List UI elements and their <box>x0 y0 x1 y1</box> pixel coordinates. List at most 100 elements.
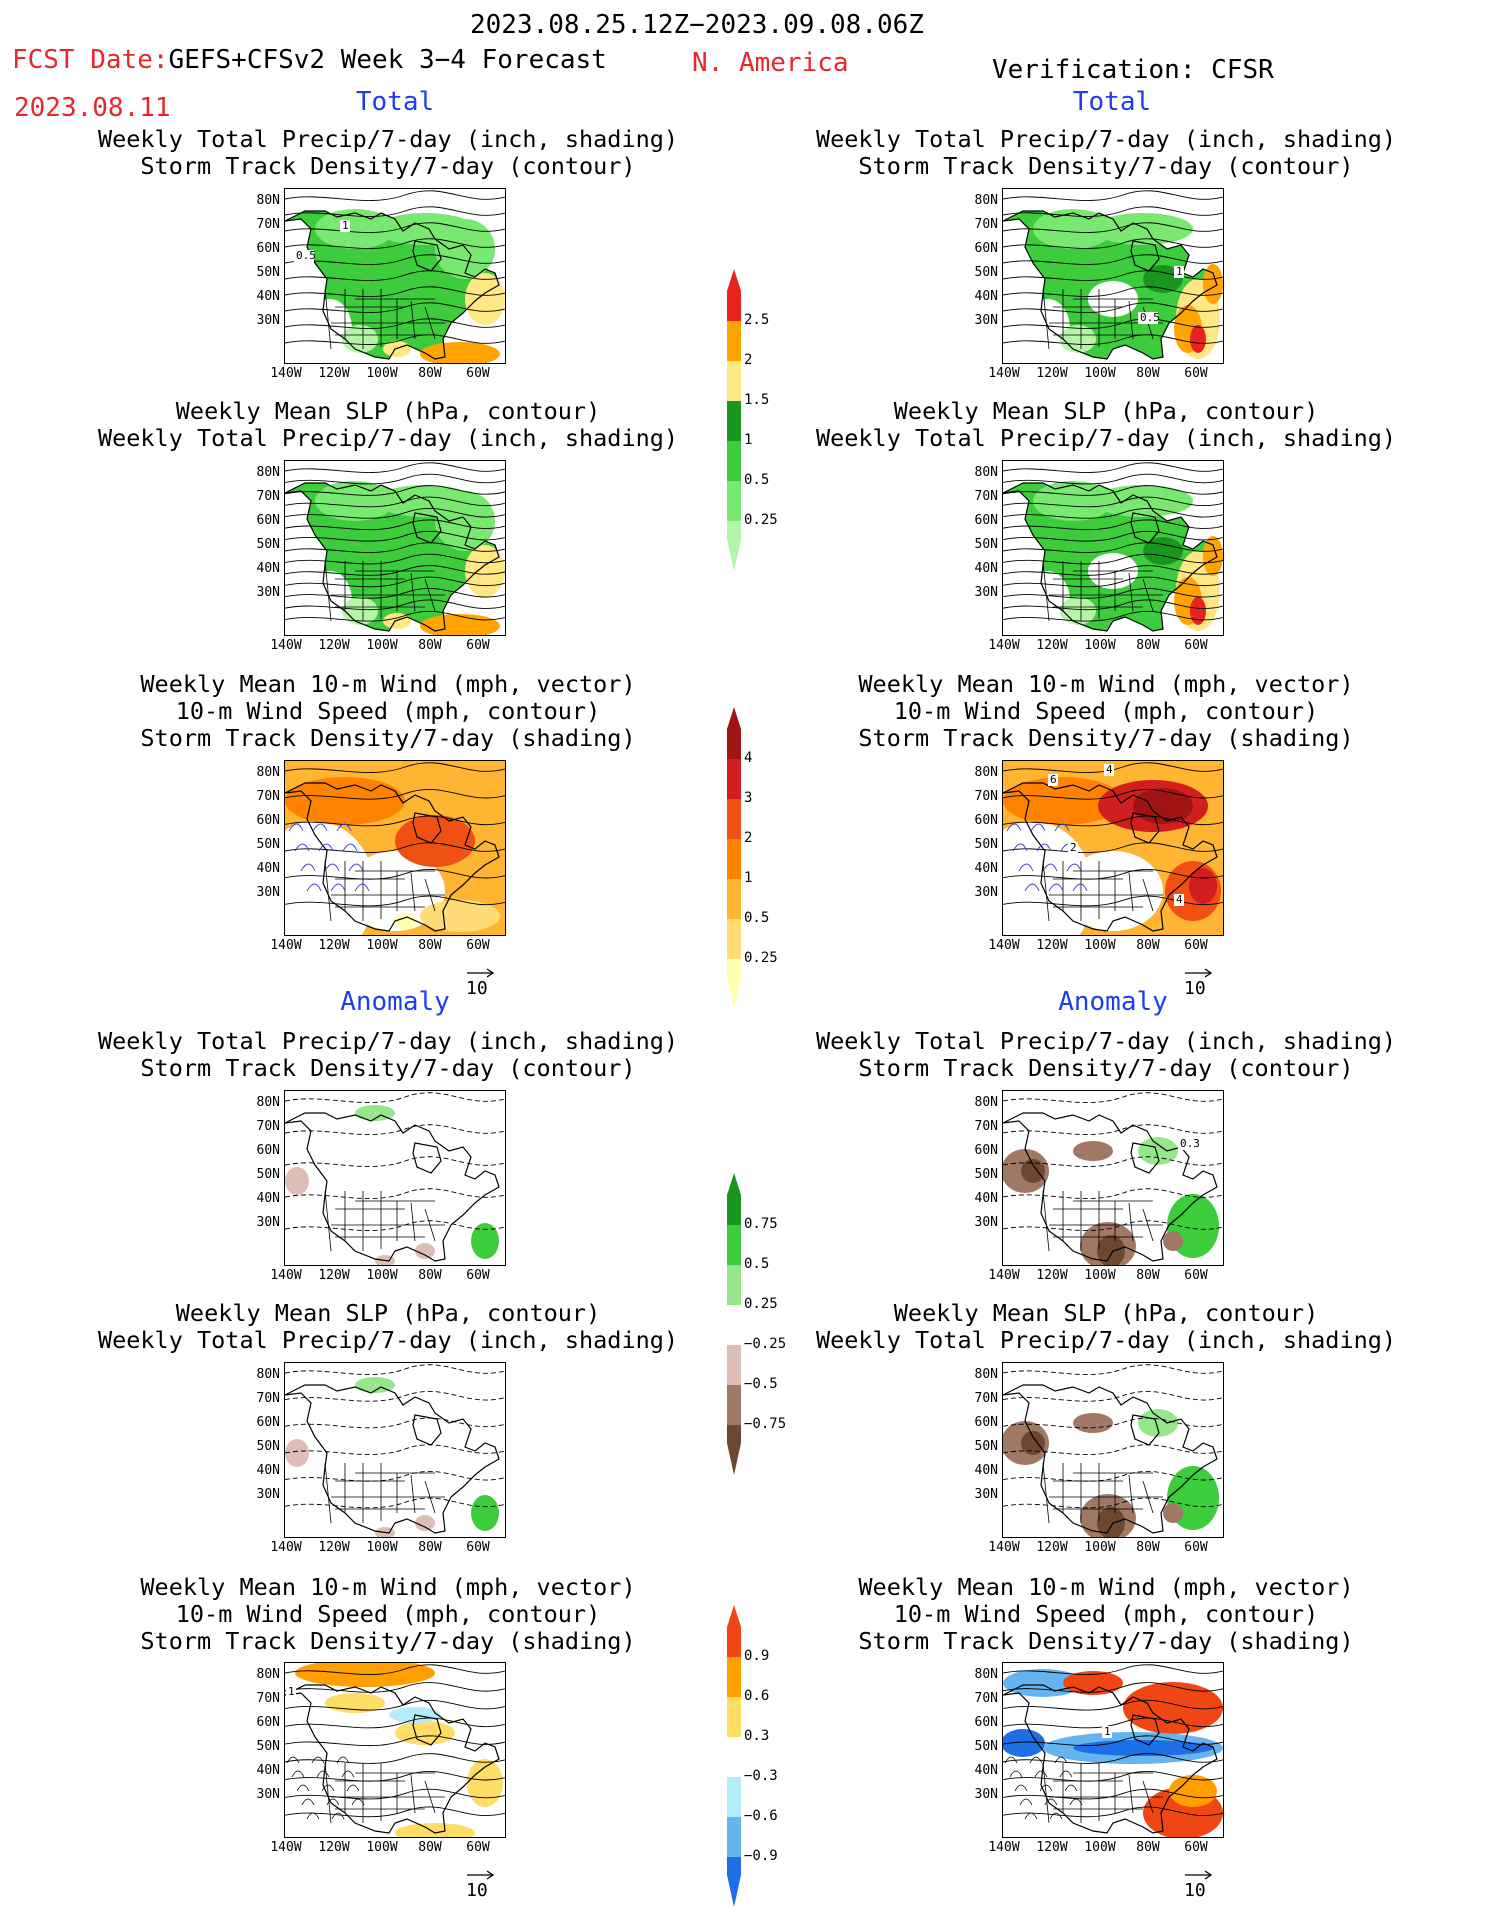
colorbar-label: 0.25 <box>744 512 778 528</box>
shaded-region <box>1003 1729 1045 1757</box>
contour-line <box>285 222 505 233</box>
lon-label: 120W <box>318 938 350 953</box>
contour-line <box>285 1664 505 1675</box>
wind-speed-contour <box>301 1798 315 1806</box>
lat-label: 80N <box>974 1367 998 1382</box>
shaded-region <box>285 1439 309 1467</box>
lon-label: 120W <box>1036 1840 1068 1855</box>
contour-label-bg <box>1048 774 1058 786</box>
contour-line <box>1003 1664 1223 1675</box>
state-border <box>1142 1780 1154 1814</box>
lat-label: 40N <box>974 289 998 304</box>
contour-line <box>1003 508 1223 519</box>
shaded-region <box>1021 1431 1045 1455</box>
lon-label: 100W <box>1084 938 1116 953</box>
state-border <box>1142 1208 1154 1242</box>
colorbar-total-track-density <box>724 706 744 1012</box>
state-border <box>1042 1190 1050 1252</box>
title-obs-total-wind-track: Weekly Mean 10-m Wind (mph, vector) 10-m… <box>858 670 1354 752</box>
coastline <box>1003 1684 1218 1834</box>
colorbar-label: 2 <box>744 830 753 846</box>
lat-label: 50N <box>256 1739 280 1754</box>
contour-label: 6 <box>1050 773 1057 786</box>
contour-line <box>285 1699 505 1711</box>
contour-line <box>285 1364 505 1375</box>
contour-line <box>285 238 505 249</box>
colorbar-swatch <box>727 1605 741 1657</box>
colorbar-label: 2 <box>744 352 753 368</box>
colorbar-label: 2.5 <box>744 312 770 328</box>
state-border <box>324 1190 332 1252</box>
contour-label: 0.3 <box>1180 1137 1200 1150</box>
shaded-region <box>1073 1141 1113 1161</box>
section-anomaly-observed: Anomaly <box>1058 987 1168 1017</box>
wind-speed-contour <box>326 1798 340 1806</box>
state-border <box>324 860 332 922</box>
title-obs-total-slp-precip: Weekly Mean SLP (hPa, contour) Weekly To… <box>815 397 1397 452</box>
map-obs-anom-precip-track: 0.3 <box>1002 1090 1224 1266</box>
contour-line <box>1003 1788 1223 1800</box>
contour-line <box>1003 1092 1223 1103</box>
lat-label: 70N <box>256 1691 280 1706</box>
contour-line <box>285 895 505 907</box>
contour-line <box>285 599 505 611</box>
lon-label: 60W <box>466 1840 490 1855</box>
lat-label: 80N <box>974 1095 998 1110</box>
lat-label: 30N <box>974 1215 998 1230</box>
lat-label: 60N <box>256 813 280 828</box>
wind-speed-contour <box>1069 1798 1083 1806</box>
lon-label: 80W <box>1136 1840 1160 1855</box>
lat-label: 80N <box>256 465 280 480</box>
lat-label: 50N <box>256 837 280 852</box>
state-border <box>410 1774 416 1814</box>
shaded-region <box>308 299 352 359</box>
shaded-region <box>315 481 395 521</box>
contour-line <box>1003 222 1223 233</box>
wind-speed-contour <box>1012 843 1028 852</box>
contour-line <box>1003 1417 1223 1429</box>
colorbar-label: 0.9 <box>744 1648 770 1664</box>
lon-label: 80W <box>1136 938 1160 953</box>
shaded-region <box>471 1223 499 1259</box>
contour-label: 1 <box>1176 265 1183 278</box>
wind-speed-contour <box>331 1812 345 1820</box>
lon-label: 140W <box>988 366 1020 381</box>
lon-label: 60W <box>1184 1540 1208 1555</box>
lon-label: 140W <box>988 1840 1020 1855</box>
lat-label: 40N <box>256 1763 280 1778</box>
lat-label: 40N <box>256 289 280 304</box>
lon-label: 80W <box>418 638 442 653</box>
hudson-bay-outline <box>1130 1142 1160 1174</box>
colorbar-swatch <box>727 759 741 799</box>
lat-label: 50N <box>256 1167 280 1182</box>
map-obs-total-wind-track: 6 4 2 4 <box>1002 760 1224 936</box>
state-border <box>324 560 332 622</box>
lat-label: 50N <box>974 1167 998 1182</box>
coastline <box>1003 210 1218 360</box>
lon-label: 120W <box>318 1540 350 1555</box>
wind-speed-contour <box>1030 823 1046 832</box>
wind-speed-contour <box>1044 1798 1058 1806</box>
wind-speed-contour <box>1009 1770 1023 1778</box>
contour-line <box>1003 895 1223 907</box>
section-total-observed: Total <box>1072 87 1152 117</box>
shaded-region <box>1033 481 1113 521</box>
shaded-region <box>435 219 495 279</box>
wind-speed-contour <box>1004 1756 1018 1764</box>
contour-label-bg <box>1104 764 1114 776</box>
vector-ref-label: 10 <box>1184 978 1206 999</box>
contour-line <box>285 190 505 201</box>
contour-line <box>1003 1188 1223 1199</box>
contour-label-bg <box>340 220 350 232</box>
wind-speed-contour <box>1036 843 1052 852</box>
wind-speed-contour <box>288 823 304 832</box>
shaded-region <box>1093 213 1193 245</box>
contour-line <box>1003 462 1223 473</box>
shaded-region <box>295 1663 435 1687</box>
contour-line <box>1003 610 1223 622</box>
shaded-region <box>393 913 417 929</box>
shaded-region <box>1073 1413 1113 1433</box>
colorbar-swatch <box>727 401 741 441</box>
contour-line <box>1003 1771 1223 1782</box>
state-border <box>424 578 436 612</box>
